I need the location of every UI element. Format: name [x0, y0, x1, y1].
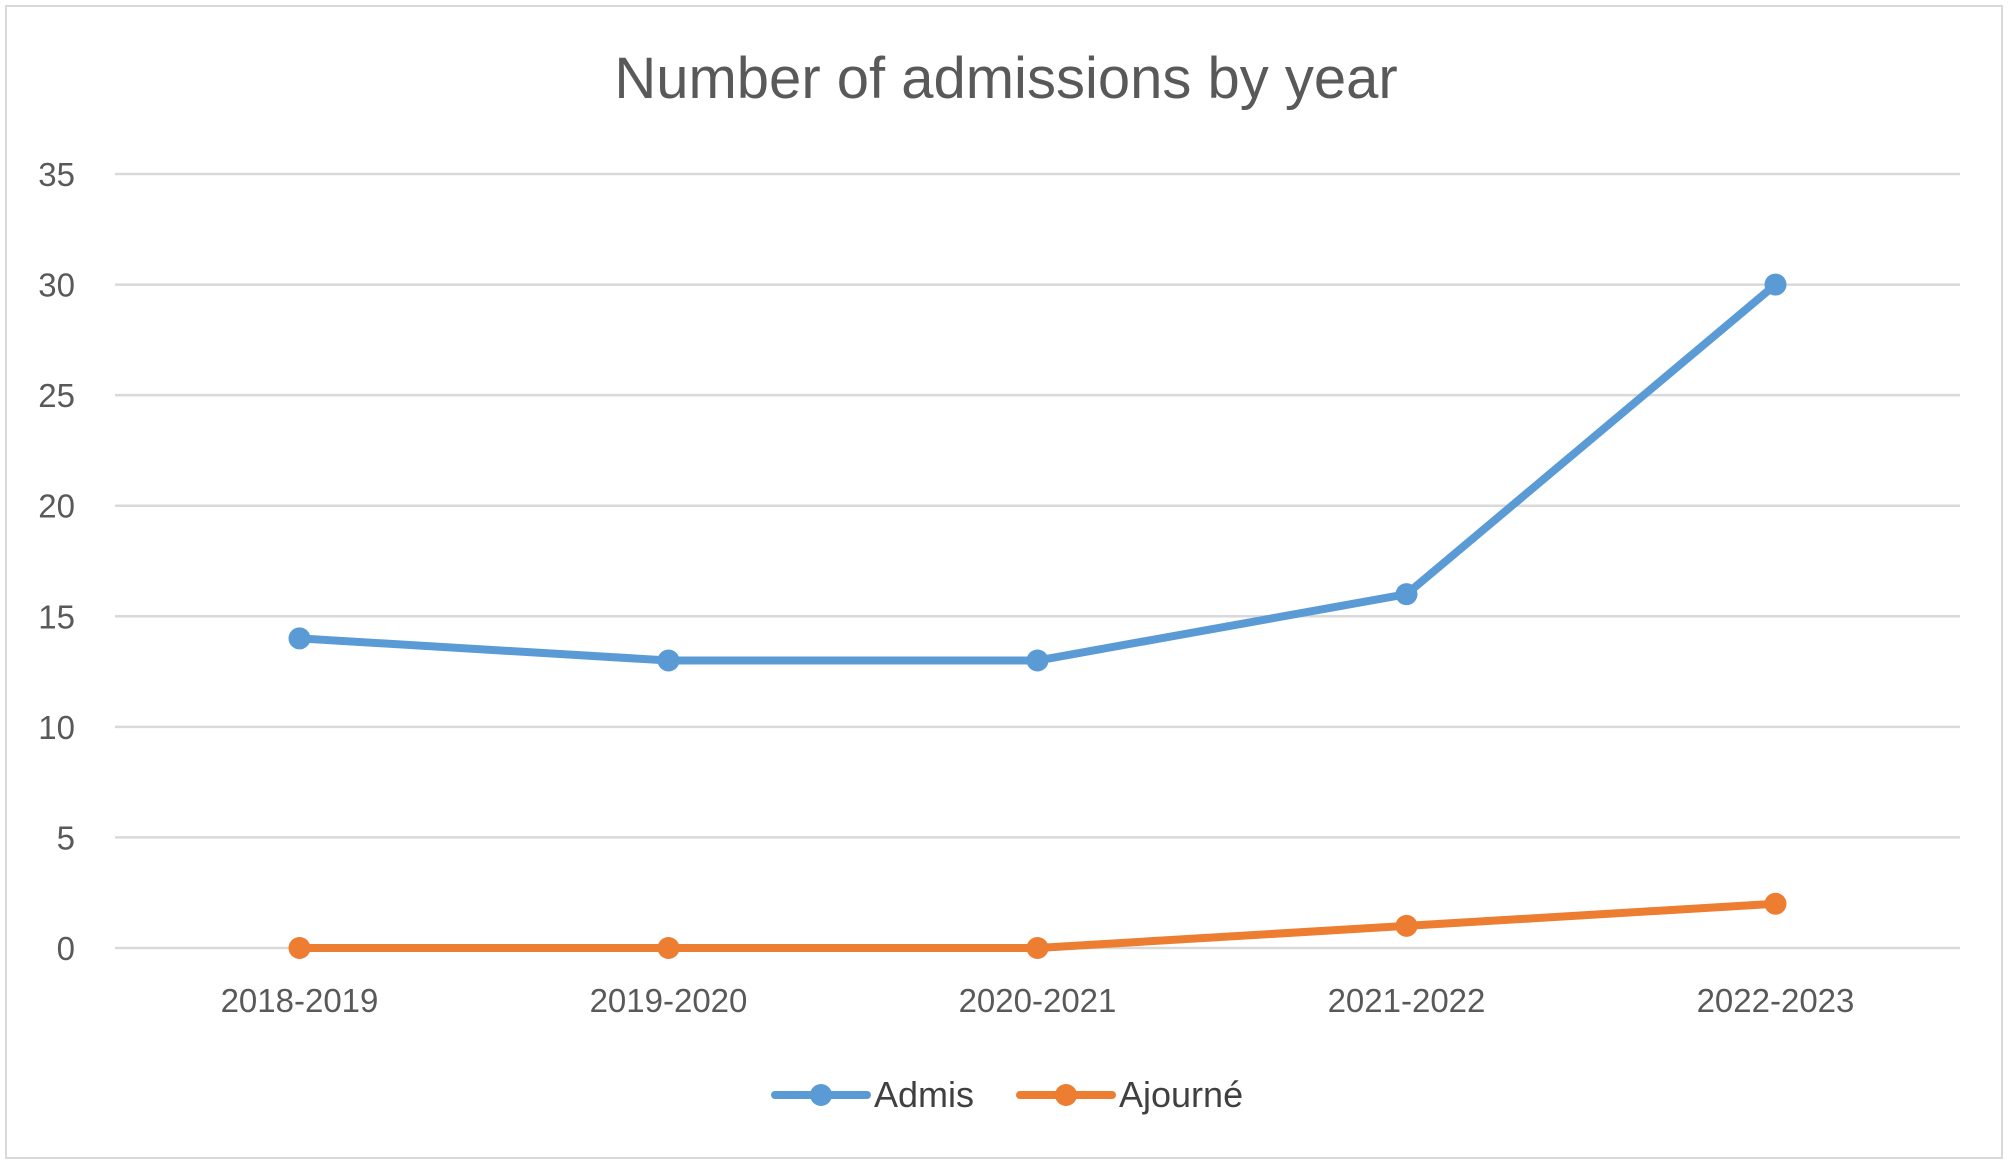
- x-tick-label: 2022-2023: [1697, 982, 1855, 1019]
- x-tick-label: 2020-2021: [959, 982, 1117, 1019]
- series-layer: [288, 273, 1787, 959]
- data-point: [657, 937, 680, 959]
- data-point: [1395, 914, 1418, 937]
- y-tick-label: 5: [57, 819, 75, 856]
- legend-item: Ajourné: [1016, 1074, 1243, 1115]
- y-tick-label: 15: [38, 598, 75, 635]
- x-axis-ticks: 2018-2019 2019-2020 2020-2021 2021-2022 2022…: [221, 982, 1855, 1019]
- chart-frame: [5, 5, 2003, 1159]
- legend: Admis Ajourné: [771, 1074, 1243, 1115]
- data-point: [1026, 649, 1049, 672]
- legend-label: Admis: [874, 1074, 974, 1115]
- x-tick-label: 2019-2020: [590, 982, 748, 1019]
- y-tick-label: 30: [38, 267, 75, 304]
- data-point: [288, 627, 311, 650]
- data-point: [1764, 892, 1787, 915]
- series-ajourn-: [288, 892, 1787, 959]
- legend-marker: [810, 1084, 832, 1106]
- data-point: [1026, 937, 1049, 959]
- legend-item: Admis: [771, 1074, 974, 1115]
- series-line: [295, 280, 1780, 665]
- gridlines: [115, 172, 1960, 950]
- y-axis-ticks: 0 5 10 15 20 25 30 35: [38, 156, 75, 967]
- chart-title: Number of admissions by year: [614, 46, 1397, 111]
- data-point: [288, 937, 311, 959]
- y-tick-label: 0: [57, 930, 75, 967]
- x-tick-label: 2018-2019: [221, 982, 379, 1019]
- series-admis: [288, 273, 1787, 672]
- legend-marker: [1055, 1084, 1077, 1106]
- y-tick-label: 25: [38, 377, 75, 414]
- data-point: [657, 649, 680, 672]
- data-point: [1764, 273, 1787, 296]
- y-tick-label: 20: [38, 488, 75, 525]
- y-tick-label: 35: [38, 156, 75, 193]
- legend-label: Ajourné: [1119, 1074, 1243, 1115]
- y-tick-label: 10: [38, 709, 75, 746]
- x-tick-label: 2021-2022: [1328, 982, 1486, 1019]
- data-point: [1395, 583, 1418, 606]
